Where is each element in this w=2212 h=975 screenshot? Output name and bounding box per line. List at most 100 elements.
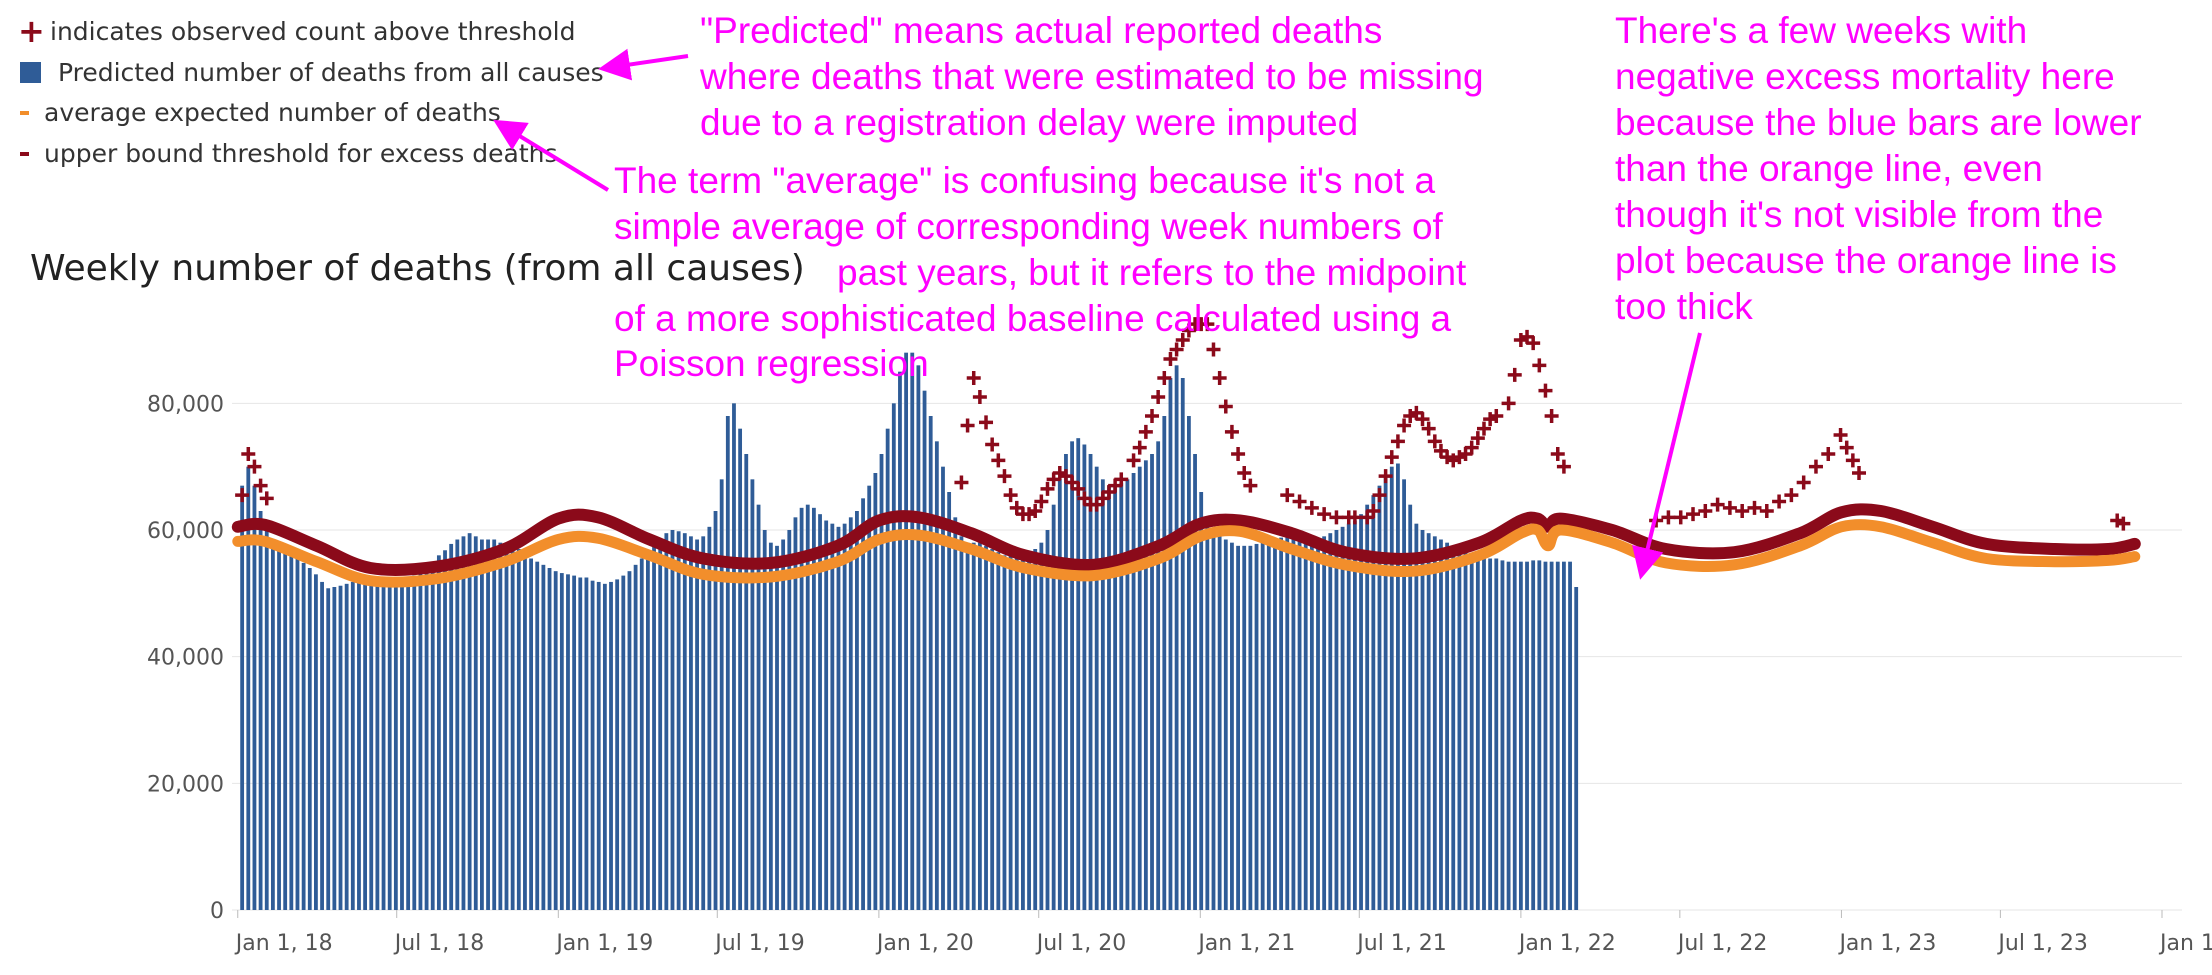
bar bbox=[270, 542, 275, 910]
plus-marker bbox=[1661, 510, 1676, 525]
bar bbox=[295, 558, 300, 910]
plus-marker bbox=[1501, 396, 1516, 411]
bar bbox=[861, 498, 865, 910]
bar bbox=[639, 558, 644, 910]
bar bbox=[1402, 479, 1406, 910]
bar bbox=[1131, 473, 1136, 910]
plus-marker bbox=[259, 491, 274, 506]
plus-marker bbox=[1796, 475, 1811, 490]
bar bbox=[1562, 561, 1566, 910]
bar bbox=[449, 543, 454, 910]
bar bbox=[1180, 378, 1185, 910]
annotation-negative-line: plot because the orange line is bbox=[1615, 240, 2117, 281]
plus-marker bbox=[1507, 367, 1522, 382]
bar bbox=[436, 555, 441, 910]
bar bbox=[768, 542, 773, 910]
bar bbox=[910, 352, 915, 910]
y-tick-label: 80,000 bbox=[147, 392, 224, 417]
annotation-negative-arrow bbox=[1632, 332, 1702, 580]
plus-marker bbox=[1722, 500, 1737, 515]
legend-label-plus: indicates observed count above threshold bbox=[50, 17, 576, 46]
bar bbox=[1408, 504, 1413, 910]
bar bbox=[314, 574, 318, 910]
plus-marker bbox=[1759, 504, 1774, 518]
bar bbox=[775, 545, 779, 910]
bar bbox=[1223, 539, 1228, 910]
plus-marker bbox=[1231, 447, 1246, 461]
bar bbox=[1512, 561, 1517, 910]
bar bbox=[984, 545, 988, 910]
bar bbox=[430, 561, 435, 910]
bar bbox=[633, 564, 638, 910]
bar bbox=[1328, 533, 1333, 910]
bar bbox=[412, 575, 417, 910]
plus-marker bbox=[1489, 409, 1504, 423]
bar bbox=[523, 555, 527, 910]
bar bbox=[1346, 523, 1351, 910]
bar bbox=[1359, 514, 1363, 910]
bar bbox=[781, 539, 786, 910]
bar bbox=[1273, 539, 1277, 910]
chart-title: Weekly number of deaths (from all causes… bbox=[30, 248, 805, 289]
bar bbox=[1531, 560, 1536, 910]
bar bbox=[1137, 466, 1142, 910]
annotation-negative-line: too thick bbox=[1615, 286, 1753, 327]
bar bbox=[1445, 542, 1450, 910]
x-tick-label: Jan 1, 20 bbox=[875, 931, 974, 956]
plus-marker bbox=[1212, 371, 1227, 385]
plus-marker bbox=[1390, 434, 1405, 449]
bar bbox=[363, 580, 368, 910]
plus-marker bbox=[2116, 516, 2131, 531]
annotation-negative: There's a few weeks with negative excess… bbox=[1615, 10, 2142, 580]
bar bbox=[338, 585, 343, 910]
annotation-predicted-arrow bbox=[598, 48, 689, 81]
y-tick-label: 40,000 bbox=[147, 646, 224, 671]
bar bbox=[1174, 365, 1179, 911]
plus-marker bbox=[1040, 481, 1055, 496]
legend-label-threshold: upper bound threshold for excess deaths bbox=[44, 139, 558, 168]
bar bbox=[590, 580, 595, 910]
bar bbox=[1113, 485, 1118, 910]
x-tick-label: Jul 1, 21 bbox=[1355, 931, 1447, 956]
bar bbox=[504, 543, 509, 910]
bar bbox=[1377, 485, 1382, 910]
bar bbox=[1537, 560, 1542, 910]
bar bbox=[965, 542, 970, 910]
x-tick-label: Jan 1, 19 bbox=[554, 931, 653, 956]
plus-marker bbox=[1476, 421, 1491, 436]
plus-marker bbox=[1071, 481, 1086, 496]
bar bbox=[375, 585, 380, 910]
annotation-average-line: simple average of corresponding week num… bbox=[614, 206, 1444, 247]
bar bbox=[1482, 558, 1486, 910]
bar bbox=[855, 511, 859, 910]
bar bbox=[1094, 466, 1099, 910]
bar bbox=[1076, 438, 1081, 910]
bar bbox=[467, 533, 472, 910]
bar bbox=[928, 416, 933, 910]
y-tick-label: 60,000 bbox=[147, 519, 224, 544]
bar bbox=[793, 517, 798, 910]
bar bbox=[1211, 530, 1216, 910]
bar bbox=[805, 504, 810, 910]
bar bbox=[1463, 552, 1468, 910]
bar bbox=[934, 441, 939, 910]
bar bbox=[584, 577, 589, 910]
bar bbox=[1248, 545, 1253, 910]
bar bbox=[332, 587, 337, 910]
bar bbox=[799, 507, 804, 910]
bar bbox=[1291, 536, 1296, 910]
plus-marker bbox=[1138, 424, 1153, 439]
bar bbox=[811, 507, 816, 910]
annotation-predicted-line: "Predicted" means actual reported deaths bbox=[700, 10, 1382, 51]
bar bbox=[1186, 416, 1191, 910]
bar bbox=[455, 539, 460, 910]
bar bbox=[1230, 542, 1234, 910]
bar bbox=[418, 571, 423, 910]
x-tick-label: Jan 1, 21 bbox=[1196, 931, 1295, 956]
plus-marker bbox=[1304, 500, 1319, 515]
bar bbox=[1100, 479, 1105, 910]
bar bbox=[1568, 561, 1572, 910]
bar bbox=[1426, 533, 1431, 910]
bar bbox=[1488, 558, 1493, 910]
